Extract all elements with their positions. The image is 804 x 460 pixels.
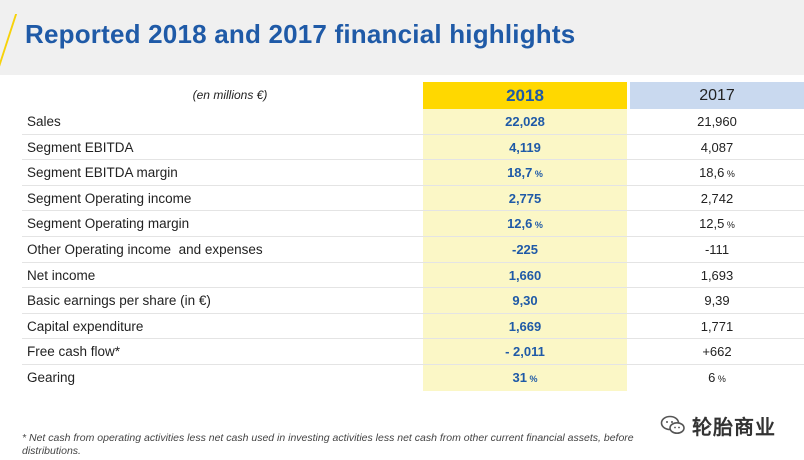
wechat-icon (660, 415, 685, 434)
value-2017: 12,5 % (699, 216, 735, 232)
value-2018: 4,119 (509, 139, 541, 155)
row-label: Sales (27, 114, 61, 129)
title-bar: Reported 2018 and 2017 financial highlig… (0, 0, 804, 75)
percent-sign: % (715, 373, 726, 384)
table-row: Capital expenditure 1,669 1,771 (22, 314, 804, 340)
value-2018: -225 (511, 241, 539, 257)
column-header-2018: 2018 (423, 82, 627, 109)
value-2017: 2,742 (700, 190, 734, 206)
table-row: Segment Operating income 2,775 2,742 (22, 186, 804, 212)
watermark-text: 轮胎商业 (692, 414, 776, 439)
value-2018: 12,6 % (507, 216, 543, 232)
row-label: Capital expenditure (27, 318, 144, 334)
value-2017: +662 (702, 344, 732, 360)
table-row: Segment Operating margin 12,6 % 12,5 % (22, 211, 804, 237)
table-row: Gearing 31 % 6 % (22, 365, 804, 391)
value-2018: 31 % (512, 369, 538, 385)
row-label: Net income (27, 267, 96, 283)
unit-label: (en millions €) (192, 88, 268, 102)
row-label: Basic earnings per share (in €) (27, 293, 211, 309)
table-row: Net income 1,660 1,693 (22, 263, 804, 289)
value-2018: 1,669 (508, 318, 542, 334)
page-title: Reported 2018 and 2017 financial highlig… (25, 19, 576, 49)
accent-slash (0, 14, 18, 70)
row-label: Gearing (27, 369, 76, 385)
value-2017: -111 (704, 241, 730, 257)
percent-sign: % (526, 373, 538, 384)
table-row: Other Operating income and expenses -225 -… (22, 237, 804, 263)
value-2018: 22,028 (505, 114, 545, 129)
footnote: * Net cash from operating activities les… (22, 432, 634, 457)
table-row: Free cash flow* - 2,011 +662 (22, 339, 804, 365)
value-2017: 1,771 (700, 318, 734, 334)
row-label: Segment Operating income (27, 190, 192, 206)
value-2018: 18,7 % (507, 165, 543, 181)
row-label: Free cash flow* (27, 344, 121, 360)
row-label: Segment Operating margin (27, 216, 190, 232)
value-2017: 4,087 (700, 139, 734, 155)
table-row: Segment EBITDA margin 18,7 % 18,6 % (22, 160, 804, 186)
column-header-2017: 2017 (630, 82, 804, 109)
row-label: Segment EBITDA margin (27, 165, 178, 181)
value-2018: 2,775 (508, 190, 542, 206)
row-label: Other Operating income and expenses (27, 241, 263, 257)
value-2017: 9,39 (704, 293, 730, 309)
value-2017: 6 % (708, 369, 726, 385)
value-2018: - 2,011 (505, 344, 545, 360)
percent-sign: % (532, 169, 543, 180)
row-label: Segment EBITDA (27, 139, 134, 155)
table-row: Segment EBITDA 4,119 4,087 (22, 135, 804, 161)
watermark: 轮胎商业 (660, 412, 776, 439)
value-2017: 21,960 (697, 114, 737, 129)
table-row: Sales 22,028 21,960 (22, 109, 804, 135)
value-2018: 9,30 (512, 293, 538, 309)
value-2017: 18,6 % (699, 165, 735, 181)
percent-sign: % (532, 220, 543, 231)
percent-sign: % (724, 169, 735, 180)
value-2017: 1,693 (700, 267, 734, 283)
financial-table: Sales 22,028 21,960 Segment EBITDA 4,119 4,08… (22, 109, 804, 391)
table-row: Basic earnings per share (in €) 9,30 9,39 (22, 288, 804, 314)
value-2018: 1,660 (508, 267, 542, 283)
percent-sign: % (724, 220, 735, 231)
